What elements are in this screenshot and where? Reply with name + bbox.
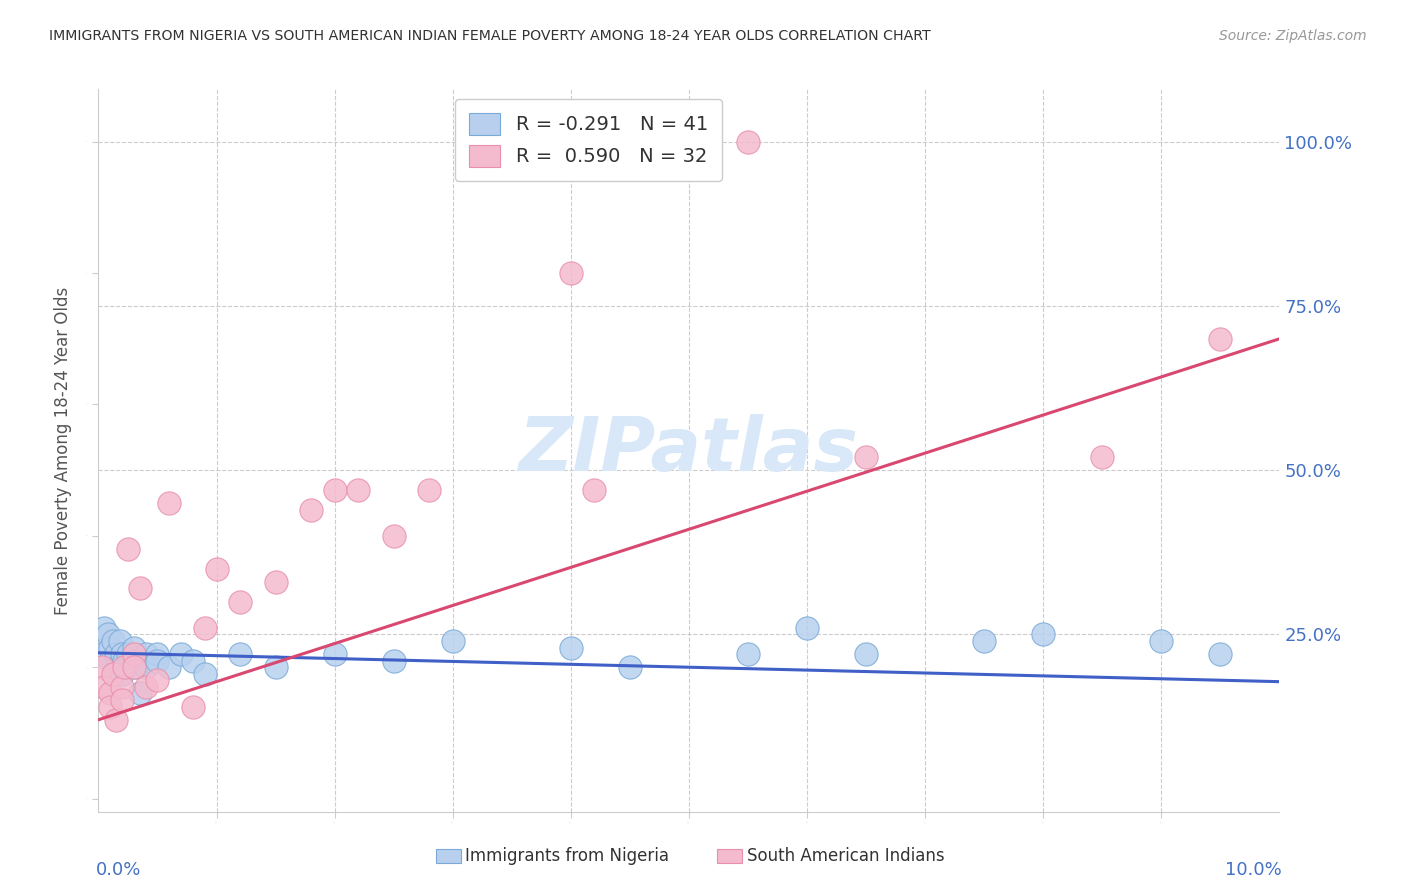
Legend: R = -0.291   N = 41, R =  0.590   N = 32: R = -0.291 N = 41, R = 0.590 N = 32 bbox=[456, 99, 721, 181]
Point bbox=[111, 680, 134, 694]
Point bbox=[299, 502, 322, 516]
Point bbox=[194, 666, 217, 681]
Point bbox=[229, 594, 252, 608]
Point bbox=[229, 647, 252, 661]
Point bbox=[108, 634, 131, 648]
Point bbox=[1150, 634, 1173, 648]
Point bbox=[1209, 647, 1232, 661]
Text: 10.0%: 10.0% bbox=[1225, 861, 1282, 879]
Point bbox=[111, 666, 134, 681]
Point bbox=[441, 634, 464, 648]
Point bbox=[560, 640, 582, 655]
Point bbox=[170, 647, 193, 661]
Point bbox=[135, 680, 157, 694]
Point bbox=[323, 647, 346, 661]
Point bbox=[97, 627, 120, 641]
Text: Immigrants from Nigeria: Immigrants from Nigeria bbox=[465, 847, 669, 865]
Point bbox=[181, 654, 204, 668]
Point bbox=[264, 660, 287, 674]
Point bbox=[347, 483, 370, 497]
Point bbox=[855, 647, 877, 661]
Point bbox=[93, 621, 115, 635]
Text: 0.0%: 0.0% bbox=[96, 861, 142, 879]
Point bbox=[112, 654, 135, 668]
Point bbox=[91, 647, 114, 661]
Point bbox=[796, 621, 818, 635]
Point bbox=[619, 660, 641, 674]
Point bbox=[194, 621, 217, 635]
Text: ZIPatlas: ZIPatlas bbox=[519, 414, 859, 487]
Point bbox=[418, 483, 440, 497]
Point bbox=[128, 686, 150, 700]
Y-axis label: Female Poverty Among 18-24 Year Olds: Female Poverty Among 18-24 Year Olds bbox=[53, 286, 72, 615]
Point bbox=[157, 660, 180, 674]
Point bbox=[146, 647, 169, 661]
Point bbox=[737, 135, 759, 149]
Point bbox=[382, 654, 405, 668]
Point bbox=[1209, 332, 1232, 346]
Point bbox=[382, 529, 405, 543]
Point bbox=[122, 640, 145, 655]
Point bbox=[101, 666, 124, 681]
Point bbox=[583, 483, 606, 497]
Point bbox=[135, 660, 157, 674]
Point bbox=[117, 660, 139, 674]
Point bbox=[146, 673, 169, 688]
Point bbox=[205, 562, 228, 576]
Point bbox=[855, 450, 877, 464]
Point bbox=[111, 647, 134, 661]
Point bbox=[560, 266, 582, 280]
Text: IMMIGRANTS FROM NIGERIA VS SOUTH AMERICAN INDIAN FEMALE POVERTY AMONG 18-24 YEAR: IMMIGRANTS FROM NIGERIA VS SOUTH AMERICA… bbox=[49, 29, 931, 43]
Point bbox=[125, 660, 148, 674]
Point bbox=[105, 713, 128, 727]
Point bbox=[128, 582, 150, 596]
Point bbox=[1091, 450, 1114, 464]
Point bbox=[146, 654, 169, 668]
Point bbox=[973, 634, 995, 648]
Point bbox=[1032, 627, 1054, 641]
Point bbox=[111, 660, 134, 674]
Point bbox=[737, 647, 759, 661]
Point bbox=[157, 496, 180, 510]
Point bbox=[323, 483, 346, 497]
Point bbox=[181, 699, 204, 714]
Point bbox=[111, 693, 134, 707]
Point bbox=[122, 660, 145, 674]
Text: South American Indians: South American Indians bbox=[747, 847, 945, 865]
Point bbox=[93, 680, 115, 694]
Point bbox=[122, 654, 145, 668]
Point bbox=[117, 647, 139, 661]
Point bbox=[122, 647, 145, 661]
Point bbox=[98, 686, 121, 700]
Point bbox=[98, 640, 121, 655]
Point bbox=[91, 660, 114, 674]
Text: Source: ZipAtlas.com: Source: ZipAtlas.com bbox=[1219, 29, 1367, 43]
Point bbox=[98, 699, 121, 714]
Point bbox=[105, 647, 128, 661]
Point bbox=[135, 647, 157, 661]
Point bbox=[101, 634, 124, 648]
Point bbox=[112, 660, 135, 674]
Point bbox=[105, 660, 128, 674]
Point bbox=[117, 541, 139, 556]
Point bbox=[264, 574, 287, 589]
Point bbox=[98, 654, 121, 668]
